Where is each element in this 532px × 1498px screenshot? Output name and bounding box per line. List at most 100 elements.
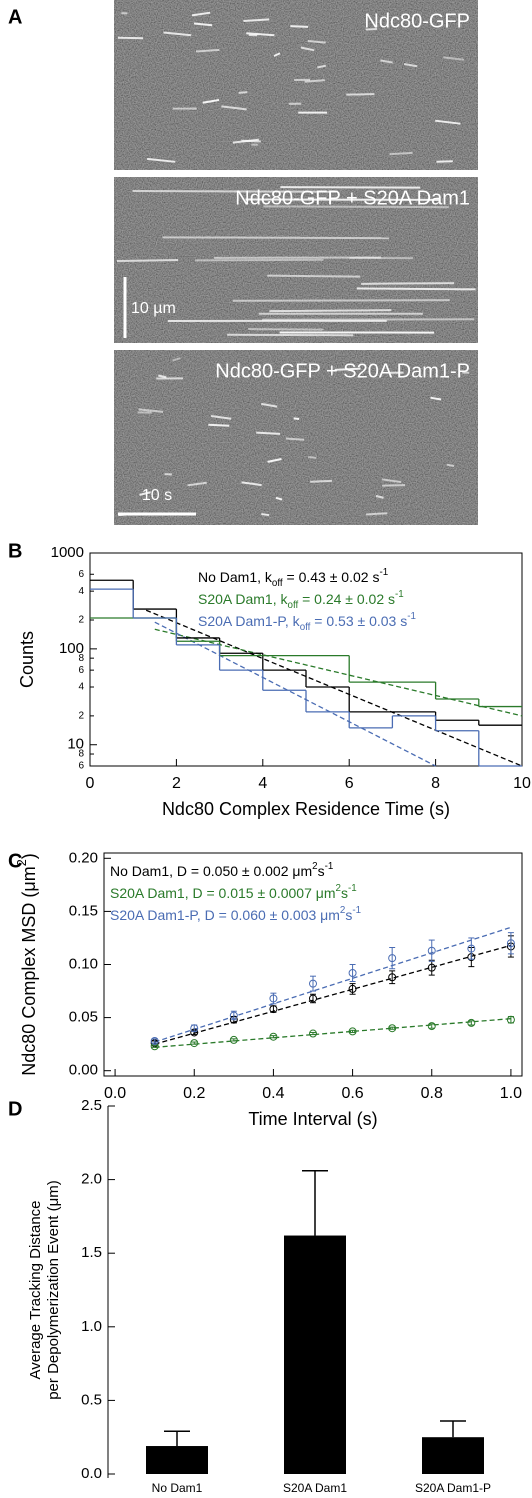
kymograph-streak (262, 318, 475, 321)
annotation-part: s (345, 907, 352, 923)
kymograph-streak (241, 139, 261, 143)
kymograph-streak (300, 46, 315, 52)
y-axis-label: Counts (17, 631, 37, 688)
point (309, 979, 317, 988)
kymograph-streak (138, 408, 164, 413)
x-tick-label: 1.0 (500, 1085, 522, 1102)
kymograph-streak (187, 481, 207, 487)
x-tick-label: 0.8 (421, 1085, 443, 1102)
point (388, 954, 397, 963)
annotation-part: No Dam1, D = 0.050 ± 0.002 μm (110, 863, 312, 879)
fit-line (145, 609, 523, 767)
plot-frame (89, 552, 523, 767)
fit-line (154, 621, 436, 767)
kymograph-streak (435, 119, 461, 125)
y-tick-label: 0.15 (69, 902, 98, 919)
y-axis-label-part: ) (19, 853, 39, 859)
annotation: No Dam1, koff = 0.43 ± 0.02 s-1 (198, 567, 388, 589)
y-tick-label: 2 (78, 711, 84, 722)
kymograph-streak (202, 98, 220, 104)
panel-label: B (8, 540, 22, 562)
x-tick-label: 0.6 (341, 1085, 363, 1102)
kymograph-streak (139, 491, 151, 496)
kymograph-streak (365, 27, 378, 31)
point (427, 1022, 436, 1031)
annotation-part: s (341, 885, 348, 901)
kymograph-streak (269, 309, 392, 313)
point (506, 1015, 515, 1024)
point (190, 1024, 199, 1033)
y-axis-label-part: Ndc80 Complex MSD (μm (19, 866, 39, 1075)
y-tick-label: 10 (67, 736, 84, 753)
kymograph-streak (241, 481, 262, 487)
x-tick-label: 2 (172, 775, 181, 792)
kymograph-streak (273, 52, 281, 57)
kymograph-streak (163, 31, 192, 37)
panel-label: D (8, 1098, 22, 1120)
annotation: No Dam1, D = 0.050 ± 0.002 μm2s-1 (110, 861, 333, 879)
kymograph-streak (304, 79, 325, 83)
annotation-part: off (288, 600, 299, 611)
kymograph-streak (246, 32, 275, 37)
annotation-part: -1 (395, 589, 404, 600)
x-tick-label: 8 (431, 775, 440, 792)
kymograph-title: Ndc80-GFP + S20A Dam1 (235, 187, 470, 209)
y-tick-label: 2.0 (81, 1171, 102, 1188)
kymograph-streak (172, 357, 181, 362)
bar (422, 1437, 484, 1474)
annotation-part: = 0.24 ± 0.02 s (298, 591, 395, 607)
fit-line (154, 926, 512, 1043)
annotation-part: S20A Dam1-P, k (198, 613, 301, 629)
kymograph-streak (310, 479, 333, 483)
y-axis-label: per Depolymerization Event (μm) (45, 1180, 62, 1400)
kymograph-streak (285, 437, 305, 441)
y-tick-label: 4 (78, 682, 84, 693)
y-tick-label: 0.10 (69, 955, 98, 972)
bar (284, 1235, 346, 1474)
kymograph-streak (267, 457, 282, 463)
x-tick-label: 0.0 (104, 1085, 126, 1102)
x-tick-label: 10 (513, 775, 531, 792)
kymograph-streak (275, 496, 283, 501)
y-tick-label: 0.00 (69, 1062, 98, 1079)
x-tick-label: No Dam1 (152, 1481, 203, 1495)
kymograph-streak (263, 205, 449, 209)
fit-line (154, 1018, 511, 1048)
kymograph-streak (403, 63, 418, 68)
point (269, 994, 278, 1003)
y-tick-label: 6 (78, 665, 84, 676)
x-tick-label: S20A Dam1 (283, 1481, 347, 1495)
kymograph-streak (375, 494, 384, 499)
kymograph-streak (191, 11, 211, 17)
y-axis-label: Average Tracking Distance (27, 1201, 44, 1380)
kymograph-streak (334, 367, 361, 371)
kymograph-streak (267, 274, 361, 278)
kymograph-streak (356, 287, 476, 291)
y-tick-label: 2 (78, 615, 84, 626)
kymograph-streak (210, 415, 232, 420)
y-tick-label: 6 (78, 761, 84, 772)
point (506, 939, 515, 948)
kymograph-streak (380, 59, 393, 64)
annotation-part: No Dam1, k (198, 569, 273, 585)
kymograph-streak (308, 455, 317, 459)
kymograph-streak (146, 157, 176, 163)
y-tick-label: 1000 (51, 544, 84, 561)
fit-line (154, 944, 512, 1045)
kymograph-streak (280, 186, 421, 189)
kymograph-streak (162, 236, 389, 240)
kymograph-streak (317, 64, 327, 69)
y-tick-label: 0.5 (81, 1391, 102, 1408)
kymograph-streak (361, 282, 455, 285)
kymograph-streak (248, 328, 324, 331)
annotation-part: off (300, 622, 311, 633)
point (229, 1035, 238, 1044)
annotation: S20A Dam1-P, koff = 0.53 ± 0.03 s-1 (198, 611, 416, 633)
scale-bar-label: 10 µm (131, 300, 176, 317)
annotation-part: = 0.53 ± 0.03 s (310, 613, 407, 629)
y-tick-label: 2.5 (81, 1097, 102, 1114)
y-tick-label: 1.0 (81, 1318, 102, 1335)
kymograph-streak (208, 423, 230, 427)
kymograph-streak (193, 22, 213, 27)
y-axis-label: Ndc80 Complex MSD (μm2) (15, 853, 38, 1075)
